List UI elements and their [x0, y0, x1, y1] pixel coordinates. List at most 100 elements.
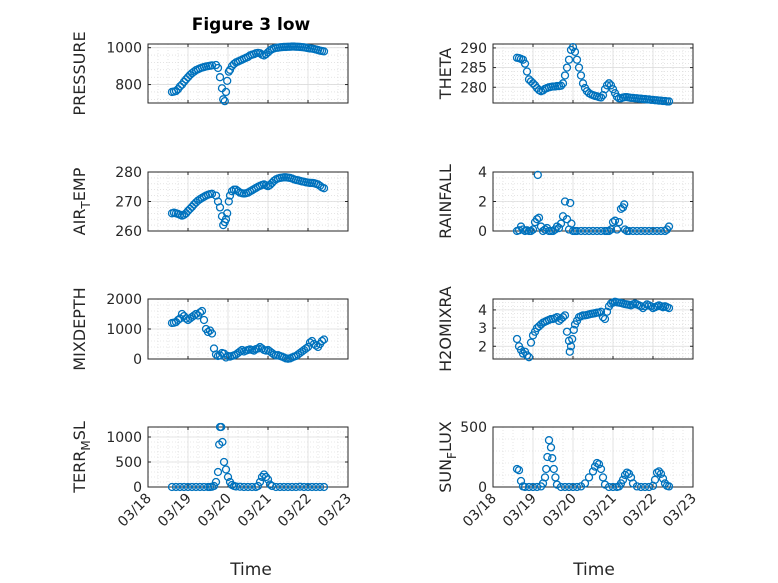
data-point [221, 353, 231, 362]
data-point [596, 464, 606, 474]
data-point [319, 482, 329, 492]
subplot-theta: 280 285 290 THETA [436, 41, 694, 106]
data-point [171, 86, 181, 96]
data-series [512, 436, 674, 492]
data-point [560, 197, 570, 206]
data-point [223, 209, 232, 218]
y-tick-label: 0 [478, 480, 487, 496]
y-tick-labels: 2 3 4 [478, 303, 487, 355]
y-axis-label: THETA [436, 48, 455, 100]
data-point [311, 482, 321, 492]
data-point [207, 189, 217, 198]
data-point [584, 226, 594, 236]
data-point [620, 225, 630, 234]
y-tick-label: 260 [115, 224, 142, 240]
data-point [211, 477, 221, 487]
data-point [648, 226, 658, 236]
y-tick-labels: 260 270 280 [115, 165, 142, 240]
x-tick-label: 03/23 [660, 491, 700, 531]
y-tick-label: 500 [460, 420, 487, 436]
data-point [596, 226, 606, 236]
y-tick-label: 290 [460, 41, 487, 57]
data-point [558, 79, 568, 88]
data-point [221, 215, 231, 224]
data-point [191, 482, 201, 492]
data-point [291, 482, 301, 492]
x-tick-label: 03/19 [155, 491, 195, 531]
axes-frame [492, 43, 694, 104]
data-point [588, 226, 598, 236]
data-point [247, 482, 257, 492]
data-point [584, 473, 594, 482]
data-point [560, 311, 570, 320]
y-tick-label: 0 [133, 480, 142, 496]
x-tick-label: 03/23 [315, 491, 355, 531]
x-tick-labels: 03/18 03/19 03/20 03/21 03/22 03/23 [460, 491, 700, 531]
x-tick-label: 03/20 [195, 491, 235, 531]
chart-title: Figure 3 low [192, 15, 311, 35]
data-point [225, 191, 235, 200]
data-point [315, 482, 325, 492]
data-point [520, 59, 530, 68]
y-tick-labels: 0 2 4 [478, 165, 487, 240]
data-point [283, 482, 293, 492]
data-point [566, 198, 575, 208]
x-axis-label-right: Time [572, 560, 615, 580]
data-point [650, 475, 660, 484]
subplot-rainfall: 0 2 4 RAINFALL [436, 164, 694, 240]
data-point [195, 482, 205, 492]
data-point [592, 226, 602, 236]
data-point [223, 472, 233, 482]
data-point [295, 482, 305, 491]
data-point [548, 454, 557, 463]
y-tick-label: 285 [460, 61, 487, 77]
data-point [618, 475, 628, 484]
data-point [636, 226, 646, 236]
data-point [576, 71, 586, 80]
data-point [554, 223, 564, 233]
data-point [211, 350, 221, 359]
data-point [221, 87, 231, 97]
y-tick-label: 800 [115, 78, 142, 94]
data-series [167, 173, 329, 230]
data-series [167, 42, 329, 106]
data-point [568, 42, 578, 52]
data-point [602, 81, 612, 90]
y-tick-label: 4 [478, 303, 487, 319]
data-point [287, 482, 297, 492]
data-point [219, 95, 228, 104]
data-point [562, 215, 572, 224]
y-axis-label: H2OMIXRA [436, 286, 455, 372]
data-point [199, 315, 209, 325]
data-point [632, 482, 642, 491]
data-point [512, 334, 522, 344]
data-point [568, 482, 578, 492]
data-point [624, 226, 634, 236]
data-point [656, 469, 666, 478]
y-tick-labels: 0 500 1000 [106, 430, 142, 496]
data-point [632, 226, 642, 236]
axes-frame [492, 426, 694, 488]
data-point [187, 482, 197, 492]
data-point [215, 203, 225, 212]
data-point [267, 481, 277, 491]
y-tick-label: 0 [133, 352, 142, 368]
data-point [173, 315, 183, 325]
data-point [528, 225, 538, 234]
data-point [608, 482, 618, 492]
x-axis-label-left: Time [229, 560, 272, 580]
data-point [275, 482, 285, 492]
data-point [646, 302, 656, 311]
data-point [183, 482, 193, 492]
data-point [656, 226, 666, 236]
data-point [549, 464, 558, 474]
y-tick-label: 1000 [106, 322, 142, 338]
data-point [179, 77, 189, 86]
data-point [319, 184, 329, 193]
data-point [528, 79, 538, 88]
data-point [255, 477, 265, 487]
y-tick-label: 500 [115, 455, 142, 471]
data-point [546, 443, 556, 452]
data-point [604, 226, 614, 236]
y-axis-label: SUNFLUX [436, 421, 459, 493]
